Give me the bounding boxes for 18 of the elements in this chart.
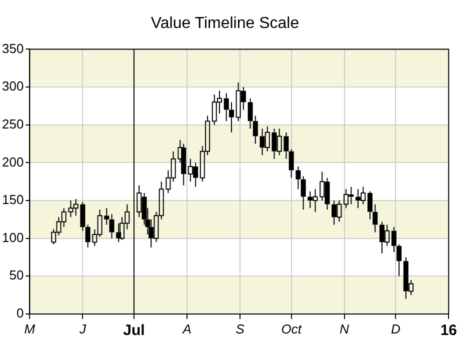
y-tick-label: 50 [9,268,24,283]
y-tick-label: 100 [2,230,24,245]
x-tick-label: S [236,321,245,336]
y-tick-label: 300 [2,78,24,94]
x-tick-label: J [78,321,86,336]
x-tick-label: N [340,321,350,336]
y-tick-label: 350 [2,40,24,56]
x-tick-label: Jul [123,322,145,340]
x-tick-label: M [24,321,36,336]
y-tick-label: 150 [2,192,24,208]
x-tick-label: 16 [440,322,457,340]
x-tick-label: D [390,321,400,336]
x-tick-label: Oct [281,321,303,336]
y-tick-label: 0 [16,306,24,321]
y-tick-label: 200 [2,154,24,170]
chart-title: Value Timeline Scale [150,15,300,32]
x-tick-label: A [182,321,192,336]
y-tick-label: 250 [2,116,24,132]
